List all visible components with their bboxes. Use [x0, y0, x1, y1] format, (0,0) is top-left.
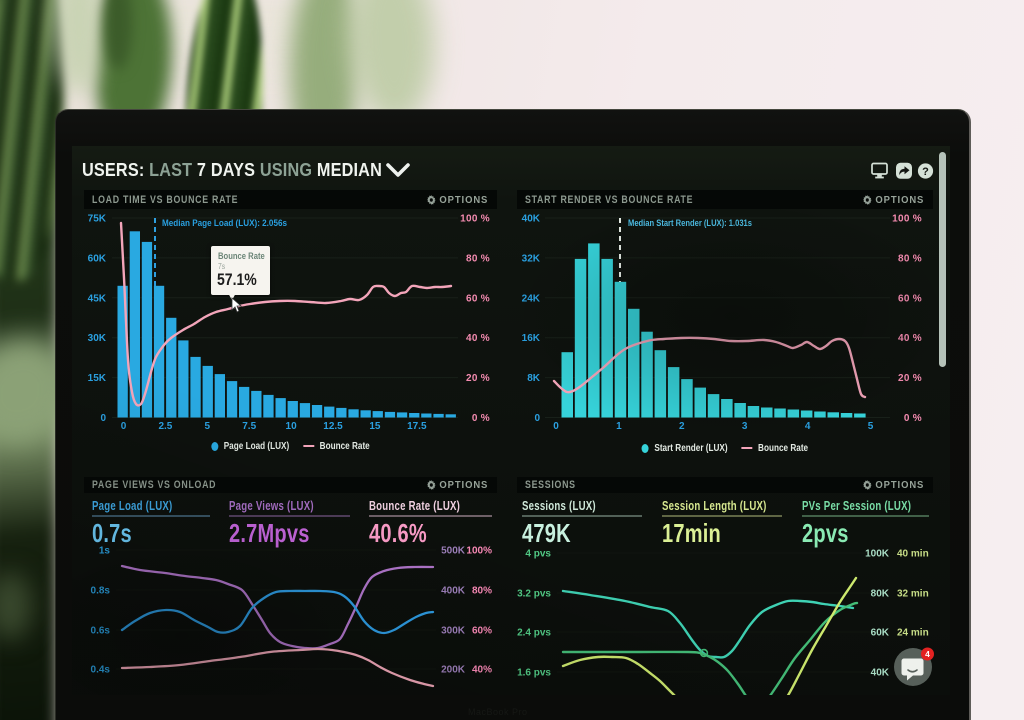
- svg-text:500K: 500K: [441, 546, 466, 557]
- svg-text:15: 15: [369, 421, 381, 432]
- svg-text:40%: 40%: [472, 665, 492, 676]
- svg-text:4 pvs: 4 pvs: [525, 549, 551, 560]
- svg-text:Median Start Render (LUX): 1.0: Median Start Render (LUX): 1.031s: [628, 218, 752, 229]
- svg-text:17.5: 17.5: [407, 421, 427, 432]
- svg-text:0: 0: [121, 421, 127, 432]
- svg-text:80%: 80%: [472, 586, 492, 597]
- svg-text:80K: 80K: [871, 589, 890, 600]
- svg-text:100 %: 100 %: [892, 214, 922, 225]
- svg-text:60K: 60K: [871, 628, 890, 639]
- svg-text:0.8s: 0.8s: [91, 586, 111, 597]
- svg-text:12.5: 12.5: [323, 421, 343, 432]
- svg-text:4: 4: [805, 421, 811, 432]
- svg-text:Median Page Load (LUX): 2.056s: Median Page Load (LUX): 2.056s: [162, 218, 287, 229]
- svg-text:100%: 100%: [466, 546, 492, 557]
- svg-text:20 %: 20 %: [466, 373, 490, 384]
- svg-text:2.5: 2.5: [158, 421, 172, 432]
- svg-text:300K: 300K: [441, 626, 466, 637]
- svg-text:60 %: 60 %: [466, 293, 490, 304]
- svg-text:8K: 8K: [527, 373, 541, 384]
- svg-text:0.6s: 0.6s: [91, 626, 111, 637]
- svg-text:40K: 40K: [522, 214, 541, 225]
- svg-text:30K: 30K: [88, 333, 107, 344]
- svg-text:5: 5: [868, 421, 874, 432]
- svg-text:2: 2: [679, 421, 685, 432]
- svg-text:4: 4: [925, 649, 930, 659]
- svg-text:?: ?: [922, 166, 929, 178]
- svg-text:0 %: 0 %: [472, 413, 490, 424]
- svg-text:3: 3: [742, 421, 748, 432]
- svg-text:2.4 pvs: 2.4 pvs: [517, 628, 551, 639]
- svg-text:75K: 75K: [88, 214, 107, 225]
- svg-text:100K: 100K: [865, 549, 890, 560]
- svg-text:7.5: 7.5: [242, 421, 256, 432]
- svg-text:0: 0: [534, 413, 540, 424]
- svg-text:1: 1: [616, 421, 622, 432]
- svg-text:0: 0: [100, 413, 106, 424]
- svg-text:40 %: 40 %: [466, 333, 490, 344]
- svg-text:60K: 60K: [88, 253, 107, 264]
- svg-text:80 %: 80 %: [898, 253, 922, 264]
- svg-text:1s: 1s: [99, 546, 111, 557]
- svg-text:1.6 pvs: 1.6 pvs: [517, 668, 551, 679]
- svg-text:40 min: 40 min: [897, 549, 929, 560]
- svg-text:3.2 pvs: 3.2 pvs: [517, 589, 551, 600]
- svg-text:10: 10: [286, 421, 298, 432]
- svg-text:60%: 60%: [472, 626, 492, 637]
- svg-text:45K: 45K: [88, 293, 107, 304]
- svg-text:80 %: 80 %: [466, 253, 490, 264]
- svg-text:15K: 15K: [88, 373, 107, 384]
- svg-text:60 %: 60 %: [898, 293, 922, 304]
- svg-text:5: 5: [205, 421, 211, 432]
- svg-text:0.4s: 0.4s: [91, 665, 111, 676]
- svg-text:40K: 40K: [871, 668, 890, 679]
- svg-text:20 %: 20 %: [898, 373, 922, 384]
- svg-text:0 %: 0 %: [904, 413, 922, 424]
- svg-text:100 %: 100 %: [460, 214, 490, 225]
- svg-text:24K: 24K: [522, 293, 541, 304]
- svg-text:32 min: 32 min: [897, 589, 929, 600]
- svg-text:32K: 32K: [522, 253, 541, 264]
- svg-text:200K: 200K: [441, 665, 466, 676]
- svg-text:24 min: 24 min: [897, 628, 929, 639]
- svg-text:16K: 16K: [522, 333, 541, 344]
- svg-text:400K: 400K: [441, 586, 466, 597]
- svg-text:40 %: 40 %: [898, 333, 922, 344]
- svg-text:0: 0: [553, 421, 559, 432]
